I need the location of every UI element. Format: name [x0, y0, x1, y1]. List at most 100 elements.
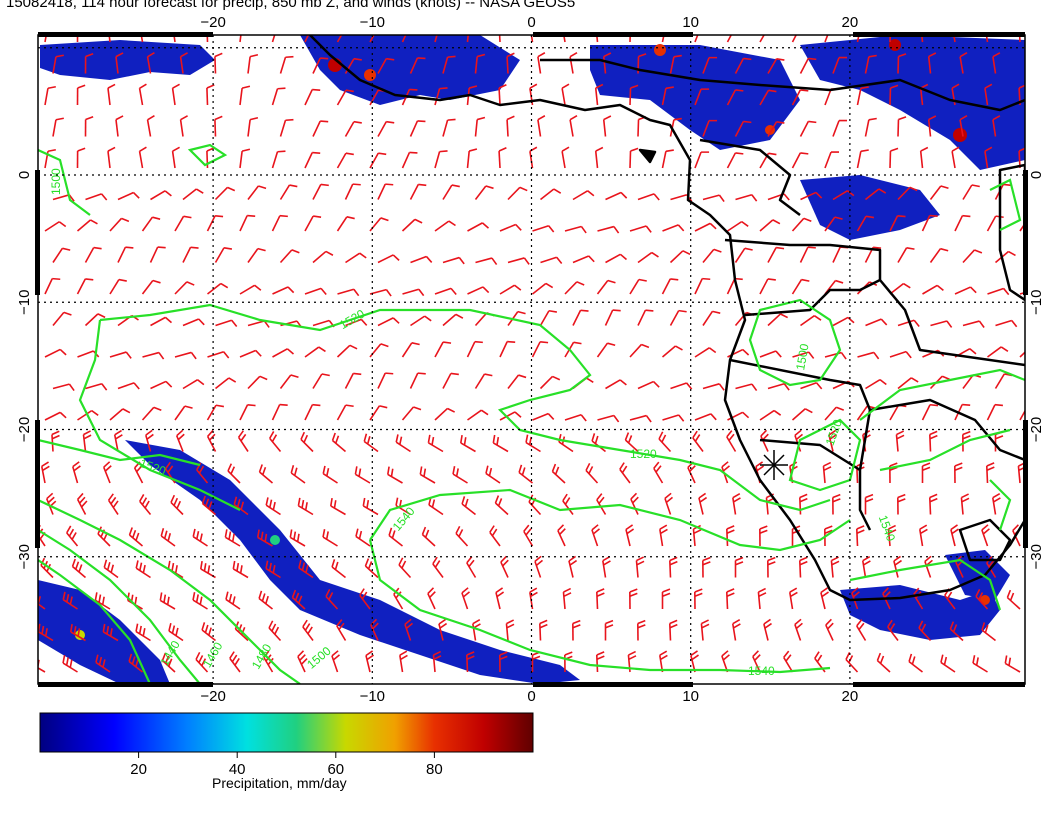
wind-barb [179, 52, 188, 74]
wind-barb [540, 188, 562, 201]
wind-barb [40, 461, 50, 484]
precip-blob [800, 35, 1025, 170]
wind-barb [304, 151, 321, 169]
wind-barb [128, 653, 143, 673]
wind-barb [918, 524, 928, 547]
wind-barb [344, 120, 362, 137]
wind-barb [461, 496, 476, 516]
wind-barb [52, 194, 75, 202]
wind-barb [421, 526, 436, 547]
wind-barb [239, 35, 242, 43]
wind-barb [921, 462, 931, 484]
wind-barb [312, 373, 330, 389]
wind-barb [427, 434, 444, 453]
wind-barb [594, 146, 604, 169]
wind-barb [669, 556, 678, 578]
wind-barb [537, 52, 546, 74]
wind-barb [227, 463, 241, 484]
wind-barb [258, 464, 274, 484]
wind-barb [596, 342, 616, 358]
wind-barb [763, 618, 772, 641]
wind-barb [474, 116, 486, 137]
wind-barb [485, 465, 501, 484]
wind-barb [377, 183, 394, 200]
wind-barb [960, 493, 970, 515]
wind-barb [975, 588, 989, 610]
wind-barb [954, 286, 977, 295]
wind-barb [759, 219, 781, 232]
wind-barb [336, 216, 355, 232]
wind-barb [355, 528, 371, 547]
wind-barb [984, 146, 993, 169]
wind-barb [551, 463, 566, 484]
wind-barb [791, 408, 813, 421]
wind-barb [409, 372, 426, 389]
wind-barb [799, 246, 816, 263]
wind-barb [800, 315, 822, 327]
wind-barb [661, 345, 683, 358]
wind-barb [329, 497, 346, 516]
wind-barb [229, 651, 241, 673]
wind-barb [434, 220, 456, 232]
wind-barb [145, 429, 154, 452]
wind-barb [629, 225, 652, 233]
wind-barb [455, 525, 469, 547]
wind-barb [140, 35, 144, 43]
wind-barb [401, 35, 407, 43]
lon-tick-label-top: −20 [200, 14, 225, 31]
wind-barb [271, 150, 286, 169]
wind-barb [662, 224, 685, 232]
wind-barb [987, 287, 1010, 296]
wind-barb [856, 619, 867, 641]
wind-barb [362, 497, 379, 516]
wind-barb [297, 497, 314, 516]
wind-barb [195, 651, 209, 673]
wind-barb [427, 587, 436, 610]
wind-barb [629, 278, 647, 295]
wind-barb [800, 191, 823, 201]
wind-barb [76, 84, 86, 106]
wind-barb [44, 35, 48, 43]
wind-barb [856, 149, 869, 169]
wind-barb [865, 378, 887, 390]
wind-barb [865, 188, 887, 201]
wind-barb [40, 557, 54, 579]
wind-barb [791, 217, 812, 232]
wind-barb [432, 556, 444, 578]
wind-barb [474, 373, 493, 389]
lat-tick-label-left: −10 [16, 290, 33, 315]
wind-barb [84, 246, 102, 263]
wind-barb [832, 190, 855, 201]
wind-barb [206, 35, 209, 43]
wind-barb [271, 214, 288, 232]
wind-barb [268, 620, 282, 642]
wind-barb [767, 120, 785, 137]
wind-barb [434, 407, 456, 421]
wind-barb [1019, 291, 1025, 295]
wind-barb [602, 52, 612, 74]
wind-barb [889, 350, 912, 359]
wind-barb [290, 465, 306, 484]
wind-barb [206, 429, 217, 452]
wind-barb [864, 493, 874, 515]
wind-barb [107, 146, 116, 169]
wind-barb [930, 320, 953, 328]
wind-barb [921, 214, 938, 232]
wind-barb [927, 115, 937, 137]
wind-barb [928, 493, 938, 515]
wind-barb [76, 147, 86, 169]
wind-barb [214, 52, 223, 74]
wind-barb [757, 587, 767, 610]
height-contours [38, 143, 1025, 684]
wind-barb [760, 429, 769, 452]
wind-barb [992, 52, 1001, 74]
wind-barb [702, 248, 722, 264]
wind-barb [734, 57, 752, 74]
wind-barb [207, 282, 229, 295]
wind-barb [792, 351, 815, 359]
wind-barb [594, 83, 604, 106]
wind-barb [798, 556, 808, 578]
wind-barb [791, 89, 809, 106]
wind-barb [604, 619, 614, 641]
country-border [958, 518, 1012, 562]
